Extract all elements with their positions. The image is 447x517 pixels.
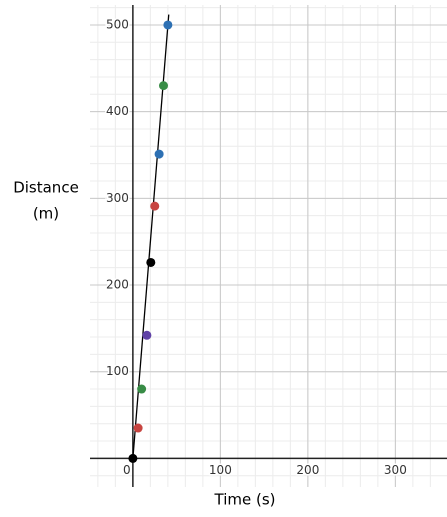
y-tick-label: 500 <box>106 17 129 31</box>
point <box>142 330 152 340</box>
y-tick-label: 100 <box>106 364 129 378</box>
point <box>154 149 164 159</box>
plot <box>90 5 447 487</box>
x-tick-label: 300 <box>384 463 407 477</box>
y-axis-title: (m) <box>33 205 59 223</box>
x-tick-label: 200 <box>296 463 319 477</box>
point <box>133 423 143 433</box>
point <box>137 384 147 394</box>
y-tick-label: 400 <box>106 104 129 118</box>
point <box>159 81 168 91</box>
point <box>150 201 160 211</box>
point <box>128 453 138 463</box>
x-tick-label: 0 <box>123 463 131 477</box>
x-axis-title: Time (s) <box>214 491 276 509</box>
point <box>163 20 173 30</box>
y-axis-title: Distance <box>13 179 79 197</box>
point <box>146 257 156 267</box>
x-tick-label: 100 <box>209 463 232 477</box>
y-tick-label: 200 <box>106 278 129 292</box>
y-tick-label: 300 <box>106 191 129 205</box>
